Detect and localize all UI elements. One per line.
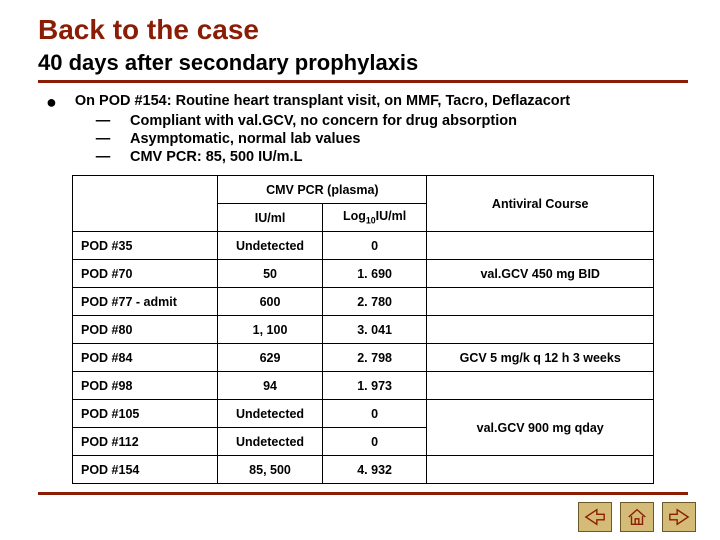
- cell-course: [427, 456, 654, 484]
- cell-iu: Undetected: [218, 400, 323, 428]
- bullet-dot-icon: ●: [46, 93, 57, 111]
- cell-iu: 94: [218, 372, 323, 400]
- cell-iu: 600: [218, 288, 323, 316]
- table-row: POD #70501. 690val.GCV 450 mg BID: [73, 260, 654, 288]
- table-row: POD #846292. 798GCV 5 mg/k q 12 h 3 week…: [73, 344, 654, 372]
- table-row: POD #15485, 5004. 932: [73, 456, 654, 484]
- bullet-sub-text: Asymptomatic, normal lab values: [130, 131, 360, 147]
- bullet-list: ● On POD #154: Routine heart transplant …: [38, 93, 688, 165]
- cell-course: [427, 232, 654, 260]
- cell-pod: POD #80: [73, 316, 218, 344]
- cell-course: GCV 5 mg/k q 12 h 3 weeks: [427, 344, 654, 372]
- table-header-course: Antiviral Course: [427, 176, 654, 232]
- cell-pod: POD #112: [73, 428, 218, 456]
- cell-log: 2. 798: [322, 344, 427, 372]
- cell-pod: POD #105: [73, 400, 218, 428]
- cell-course: val.GCV 450 mg BID: [427, 260, 654, 288]
- table-header-cmv: CMV PCR (plasma): [218, 176, 427, 204]
- bullet-dash-icon: —: [94, 131, 112, 147]
- cell-pod: POD #77 - admit: [73, 288, 218, 316]
- table-row: POD #801, 1003. 041: [73, 316, 654, 344]
- cell-pod: POD #154: [73, 456, 218, 484]
- cell-course: [427, 316, 654, 344]
- nav-controls: [578, 502, 696, 532]
- cell-pod: POD #84: [73, 344, 218, 372]
- arrow-left-icon: [584, 507, 606, 527]
- cell-log: 0: [322, 232, 427, 260]
- bullet-level-1: ● On POD #154: Routine heart transplant …: [46, 93, 688, 111]
- cell-iu: Undetected: [218, 232, 323, 260]
- cell-course: val.GCV 900 mg qday: [427, 400, 654, 456]
- bullet-sub-text: Compliant with val.GCV, no concern for d…: [130, 113, 517, 129]
- cell-log: 3. 041: [322, 316, 427, 344]
- table-header-log: Log10IU/ml: [322, 204, 427, 232]
- table-row: POD #105Undetected0val.GCV 900 mg qday: [73, 400, 654, 428]
- bullet-level-2: — Compliant with val.GCV, no concern for …: [46, 113, 688, 129]
- cell-iu: 50: [218, 260, 323, 288]
- prev-button[interactable]: [578, 502, 612, 532]
- table-header-blank: [73, 176, 218, 232]
- title-divider: [38, 80, 688, 83]
- bullet-dash-icon: —: [94, 113, 112, 129]
- cell-log: 1. 973: [322, 372, 427, 400]
- cell-pod: POD #35: [73, 232, 218, 260]
- table-header-iu: IU/ml: [218, 204, 323, 232]
- bullet-sub-text: CMV PCR: 85, 500 IU/m.L: [130, 149, 302, 165]
- slide-title: Back to the case: [38, 14, 688, 46]
- table-row: POD #35Undetected0: [73, 232, 654, 260]
- cell-log: 0: [322, 400, 427, 428]
- cell-log: 0: [322, 428, 427, 456]
- cell-iu: Undetected: [218, 428, 323, 456]
- table-row: POD #98941. 973: [73, 372, 654, 400]
- bullet-level-2: — Asymptomatic, normal lab values: [46, 131, 688, 147]
- cell-course: [427, 288, 654, 316]
- home-icon: [626, 507, 648, 527]
- slide-subtitle: 40 days after secondary prophylaxis: [38, 50, 688, 76]
- cell-iu: 85, 500: [218, 456, 323, 484]
- cell-log: 1. 690: [322, 260, 427, 288]
- home-button[interactable]: [620, 502, 654, 532]
- cell-pod: POD #70: [73, 260, 218, 288]
- arrow-right-icon: [668, 507, 690, 527]
- cell-log: 2. 780: [322, 288, 427, 316]
- cell-iu: 1, 100: [218, 316, 323, 344]
- bottom-divider: [38, 492, 688, 495]
- bullet-level-2: — CMV PCR: 85, 500 IU/m.L: [46, 149, 688, 165]
- bullet-main-text: On POD #154: Routine heart transplant vi…: [75, 93, 570, 111]
- bullet-dash-icon: —: [94, 149, 112, 165]
- cell-log: 4. 932: [322, 456, 427, 484]
- cell-iu: 629: [218, 344, 323, 372]
- cmv-pcr-table: CMV PCR (plasma) Antiviral Course IU/ml …: [72, 175, 654, 484]
- cell-course: [427, 372, 654, 400]
- next-button[interactable]: [662, 502, 696, 532]
- cell-pod: POD #98: [73, 372, 218, 400]
- table-row: POD #77 - admit6002. 780: [73, 288, 654, 316]
